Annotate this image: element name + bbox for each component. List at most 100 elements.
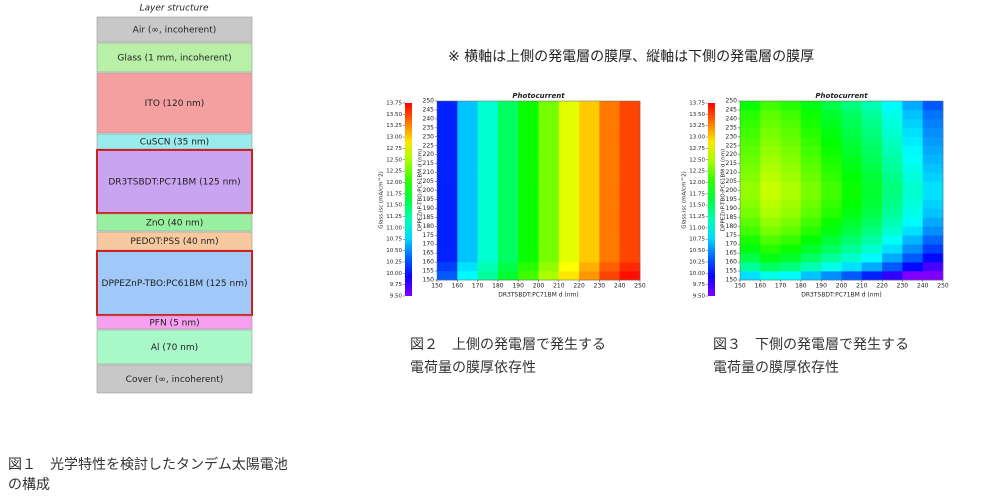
y-tick-label: 195 [726, 196, 738, 203]
heat-cell [882, 190, 903, 200]
heat-cell [760, 226, 781, 236]
heat-cell [579, 244, 600, 254]
heat-cell [457, 163, 478, 173]
y-tick-label: 250 [423, 98, 435, 105]
heat-cell [619, 199, 641, 209]
y-tick-label: 245 [423, 106, 435, 113]
x-tick-label: 200 [533, 283, 545, 290]
heat-cell [861, 109, 883, 120]
heat-cell [437, 154, 458, 164]
heat-cell [760, 181, 781, 191]
layer-label: Al (70 nm) [151, 343, 198, 353]
heat-cell [457, 172, 478, 182]
heat-cell [619, 109, 641, 120]
heat-cell [922, 136, 944, 147]
y-tick-label: 195 [423, 196, 435, 203]
heat-cell [800, 136, 822, 147]
colorbar-tick-label: 10.75 [689, 237, 705, 243]
heat-cell [902, 154, 923, 164]
colorbar [405, 103, 412, 296]
y-tick-label: 240 [423, 115, 435, 122]
heat-cell [599, 244, 620, 254]
heat-cell [780, 208, 802, 218]
heat-cell [861, 262, 883, 272]
heat-cell [599, 262, 620, 272]
y-tick-label: 150 [423, 277, 435, 284]
x-tick-label: 200 [836, 283, 848, 290]
heat-cell [518, 118, 539, 129]
heat-cell [882, 217, 903, 227]
heat-cell [538, 127, 560, 138]
heat-cell [457, 118, 478, 129]
chart-title: Photocurrent [815, 92, 868, 100]
heat-cell [558, 235, 580, 245]
layer-label: PFN (5 nm) [149, 319, 199, 329]
heat-cell [437, 199, 458, 209]
heat-cell [780, 244, 802, 254]
heat-cell [599, 172, 620, 182]
heat-cell [518, 145, 539, 155]
x-tick-label: 170 [472, 283, 484, 290]
heat-cell [902, 190, 923, 200]
heat-cell [780, 163, 802, 173]
heat-cell [457, 262, 478, 272]
x-tick-label: 210 [553, 283, 565, 290]
heat-cell [841, 118, 863, 129]
heat-cell [882, 136, 903, 147]
x-tick-label: 180 [795, 283, 807, 290]
heat-cell [579, 101, 600, 111]
heat-cell [558, 226, 580, 236]
heat-cell [497, 262, 519, 272]
y-tick-label: 180 [726, 223, 738, 230]
layer [96, 213, 253, 232]
heat-cell [619, 136, 641, 147]
heat-cell [538, 217, 560, 227]
x-tick-label: 190 [815, 283, 827, 290]
heat-cell [457, 101, 478, 111]
heat-cell [861, 145, 883, 155]
heat-cell [922, 271, 944, 281]
heat-cell [821, 136, 842, 147]
y-tick-label: 225 [423, 142, 435, 149]
heat-cell [497, 271, 519, 281]
heat-cell [882, 226, 903, 236]
y-tick-label: 185 [726, 214, 738, 221]
heat-cell [841, 271, 863, 281]
heat-cell [497, 145, 519, 155]
heat-cell [477, 163, 499, 173]
heat-cell [922, 190, 944, 200]
heat-cell [558, 154, 580, 164]
heat-cell [437, 181, 458, 191]
heat-cell [800, 190, 822, 200]
colorbar-tick-label: 12.25 [689, 169, 705, 175]
colorbar-tick-label: 13.00 [386, 135, 402, 141]
heat-cell [579, 136, 600, 147]
caption: 図３ 下側の発電層で発生する [713, 337, 909, 353]
heat-cell [599, 101, 620, 111]
heat-cell [882, 235, 903, 245]
heat-cell [579, 208, 600, 218]
heat-cell [780, 262, 802, 272]
heat-cell [497, 244, 519, 254]
heat-cell [437, 244, 458, 254]
y-tick-label: 155 [423, 268, 435, 275]
heat-cell [922, 181, 944, 191]
heat-cell [538, 262, 560, 272]
heat-cell [780, 190, 802, 200]
heat-cell [518, 217, 539, 227]
heat-cell [841, 163, 863, 173]
heat-cell [821, 244, 842, 254]
heat-cell [882, 199, 903, 209]
heat-cell [619, 181, 641, 191]
heat-cell [882, 101, 903, 111]
heat-cell [861, 181, 883, 191]
y-axis-label: DPPEZnP-TBO:PC61BM d (nm) [418, 149, 424, 231]
heat-cell [861, 118, 883, 129]
colorbar-tick-label: 10.50 [386, 248, 402, 254]
heat-cell [922, 101, 944, 111]
heat-cell [477, 208, 499, 218]
heat-cell [558, 199, 580, 209]
x-tick-label: 210 [856, 283, 868, 290]
heat-cell [882, 262, 903, 272]
heat-cell [760, 136, 781, 147]
